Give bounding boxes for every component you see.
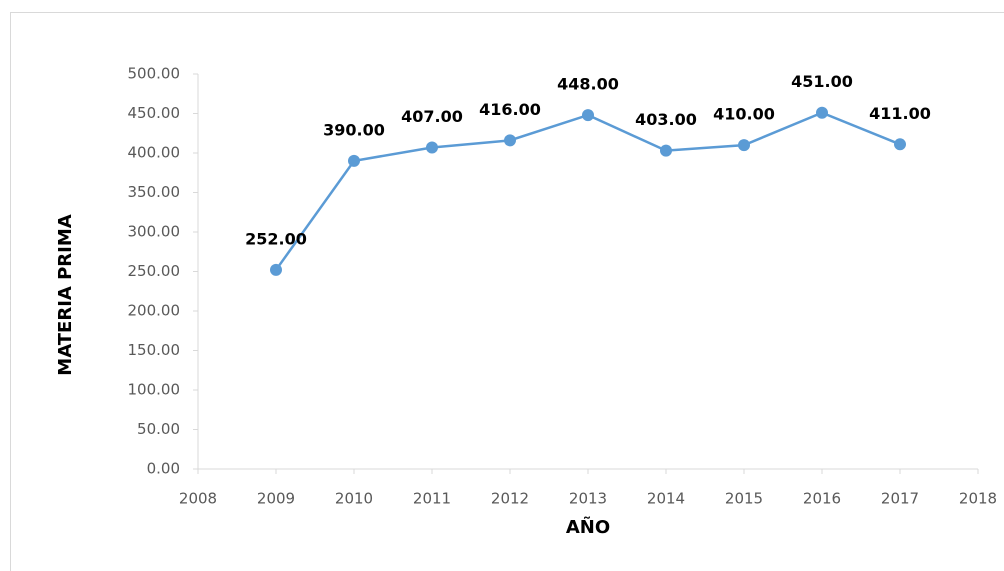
data-label: 451.00: [791, 72, 853, 91]
chart-frame: [10, 12, 1004, 571]
x-tick-label: 2017: [881, 490, 919, 508]
point: [270, 263, 282, 276]
data-label: 416.00: [479, 100, 541, 119]
data-label: 448.00: [557, 75, 619, 94]
x-tick-label: 2015: [725, 490, 763, 508]
point: [426, 141, 438, 154]
y-tick-label: 400.00: [128, 144, 181, 162]
y-tick-label: 500.00: [128, 65, 181, 83]
x-tick-label: 2013: [569, 490, 607, 508]
y-tick-label: 200.00: [128, 302, 181, 320]
y-tick-label: 50.00: [137, 420, 180, 438]
data-label: 411.00: [869, 104, 931, 123]
y-tick-label: 450.00: [128, 104, 181, 122]
point: [660, 144, 672, 157]
x-axis-title: AÑO: [566, 515, 610, 538]
y-tick-label: 300.00: [128, 223, 181, 241]
data-label: 403.00: [635, 110, 697, 129]
x-tick-label: 2010: [335, 490, 373, 508]
x-tick-label: 2016: [803, 490, 841, 508]
x-tick-label: 2012: [491, 490, 529, 508]
point: [504, 134, 516, 147]
y-tick-label: 0.00: [147, 460, 180, 478]
data-label: 252.00: [245, 229, 307, 248]
x-tick-label: 2014: [647, 490, 685, 508]
y-axis-title: MATERIA PRIMA: [55, 214, 76, 375]
x-tick-label: 2011: [413, 490, 451, 508]
point: [816, 106, 828, 119]
x-tick-label: 2009: [257, 490, 295, 508]
data-label: 407.00: [401, 107, 463, 126]
data-label: 410.00: [713, 105, 775, 124]
point: [738, 139, 750, 152]
x-tick-label: 2018: [959, 490, 997, 508]
y-tick-label: 100.00: [128, 381, 181, 399]
y-tick-label: 250.00: [128, 262, 181, 280]
point: [894, 138, 906, 151]
point: [348, 154, 360, 167]
y-tick-label: 150.00: [128, 341, 181, 359]
x-tick-label: 2008: [179, 490, 217, 508]
y-tick-label: 350.00: [128, 183, 181, 201]
data-label: 390.00: [323, 120, 385, 139]
point: [582, 109, 594, 122]
